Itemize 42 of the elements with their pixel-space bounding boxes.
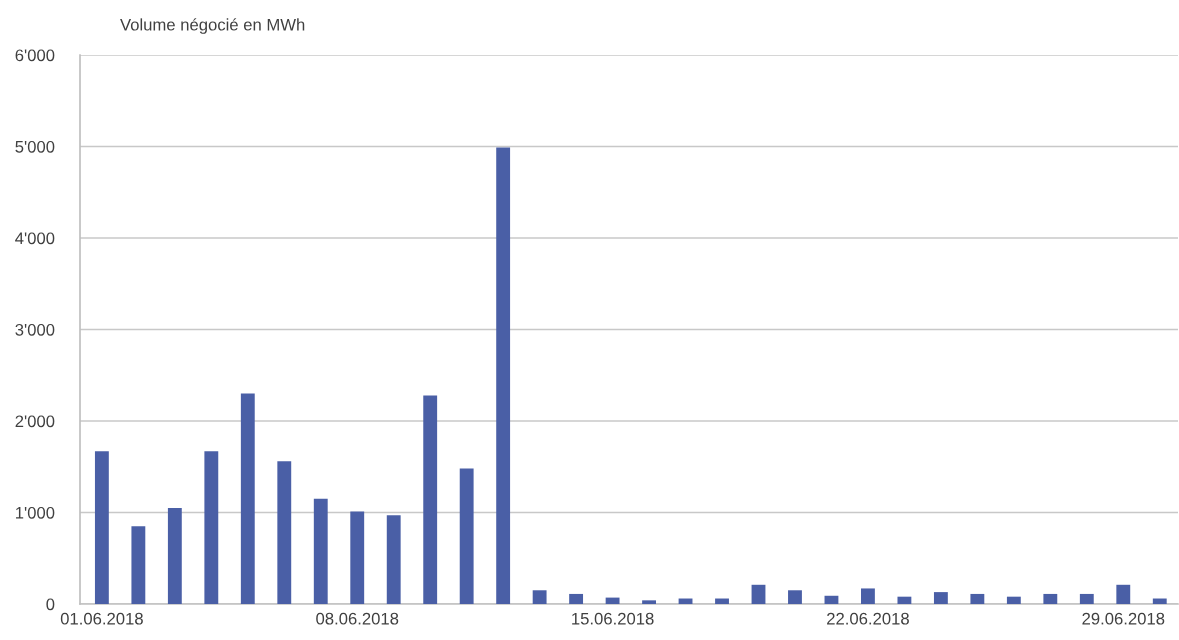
- bar: [1006, 596, 1021, 604]
- x-tick-label: 01.06.2018: [60, 612, 143, 625]
- bar: [1152, 598, 1167, 604]
- x-tick-label: 08.06.2018: [316, 612, 399, 625]
- bar: [824, 595, 839, 604]
- bar: [1043, 593, 1058, 604]
- bar: [313, 498, 328, 604]
- y-tick-label: 6'000: [15, 49, 55, 62]
- bar: [642, 600, 656, 604]
- y-axis-title: Volume négocié en MWh: [120, 18, 305, 34]
- bar: [167, 507, 182, 604]
- bar: [715, 598, 729, 604]
- bar: [423, 395, 438, 604]
- bar: [1116, 584, 1131, 604]
- bar: [897, 596, 912, 604]
- bar: [933, 592, 948, 604]
- bar: [861, 588, 875, 604]
- bar: [970, 593, 985, 604]
- y-tick-label: 0: [46, 598, 55, 611]
- y-tick-label: 1'000: [16, 506, 55, 519]
- bar: [751, 584, 766, 604]
- x-tick-label: 15.06.2018: [572, 612, 654, 625]
- x-tick-label: 22.06.2018: [827, 612, 909, 625]
- bar: [350, 511, 365, 604]
- y-tick-label: 3'000: [15, 323, 55, 336]
- bar: [459, 468, 474, 604]
- bar: [605, 597, 620, 604]
- x-tick-label: 29.06.2018: [1082, 612, 1165, 625]
- bar: [788, 590, 802, 604]
- bar: [131, 526, 146, 604]
- bar: [386, 515, 401, 604]
- bar: [94, 451, 109, 604]
- bar: [204, 451, 219, 604]
- bar: [532, 590, 547, 604]
- bar: [496, 147, 511, 604]
- bar: [1079, 593, 1094, 604]
- y-tick-label: 5'000: [15, 140, 55, 153]
- y-tick-label: 4'000: [15, 232, 55, 245]
- bar: [240, 393, 255, 604]
- y-tick-label: 2'000: [15, 415, 55, 428]
- bar: [277, 461, 292, 604]
- bar: [569, 593, 584, 604]
